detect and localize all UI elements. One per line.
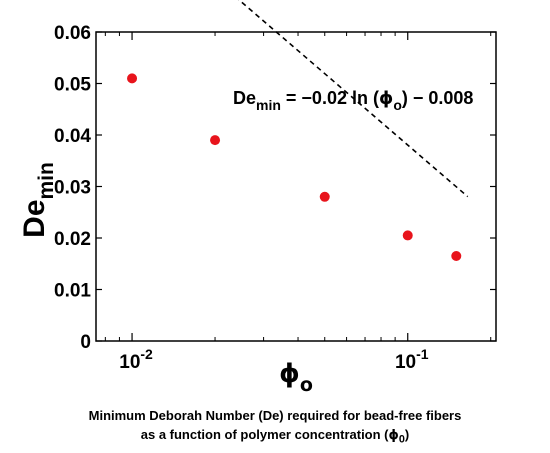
y-tick-label: 0.02 xyxy=(54,229,91,250)
figure-caption-line-1: Minimum Deborah Number (De) required for… xyxy=(88,408,462,423)
x-tick-base: 10 xyxy=(395,352,416,373)
data-point xyxy=(451,251,462,262)
data-point xyxy=(402,230,413,241)
y-tick-label: 0.06 xyxy=(54,23,91,44)
x-tick-exponent: -2 xyxy=(140,346,153,362)
caption-prefix: as a function of polymer concentration ( xyxy=(140,427,389,442)
chart: 00.010.020.030.040.050.06 10-2 10-1 Demin… xyxy=(18,0,497,396)
data-series xyxy=(127,0,469,262)
x-tick-label: 10-1 xyxy=(395,346,429,373)
x-tick-exponent: -1 xyxy=(416,346,429,362)
y-tick-label: 0.03 xyxy=(54,178,91,199)
y-tick-label: 0.04 xyxy=(54,126,91,147)
fit-line xyxy=(237,0,469,198)
caption-phi-symbol: ϕ xyxy=(388,428,399,443)
y-tick-label: 0.01 xyxy=(54,281,91,302)
figure-caption-line-2: as a function of polymer concentration (… xyxy=(0,427,550,446)
x-axis-label: ϕo xyxy=(279,359,313,396)
data-point xyxy=(127,73,138,84)
y-tick-label: 0 xyxy=(80,332,91,353)
data-point xyxy=(210,135,221,146)
x-tick-label: 10-2 xyxy=(119,346,153,373)
y-axis-ticks: 0 0.01 0.02 0.03 0.04 0.05 0.06 xyxy=(54,23,496,353)
y-axis-label: Demin xyxy=(18,162,58,238)
y-tick-label: 0.05 xyxy=(54,75,91,96)
x-tick-base: 10 xyxy=(119,352,140,373)
caption-suffix: ) xyxy=(404,427,410,442)
caption-phi-subscript: 0 xyxy=(398,433,405,446)
x-axis-ticks: 10-2 10-1 xyxy=(104,32,492,373)
fit-equation: Demin = −0.02 ln (ϕo) − 0.008 xyxy=(233,88,473,113)
plot-frame xyxy=(95,31,497,342)
data-point xyxy=(319,191,330,202)
